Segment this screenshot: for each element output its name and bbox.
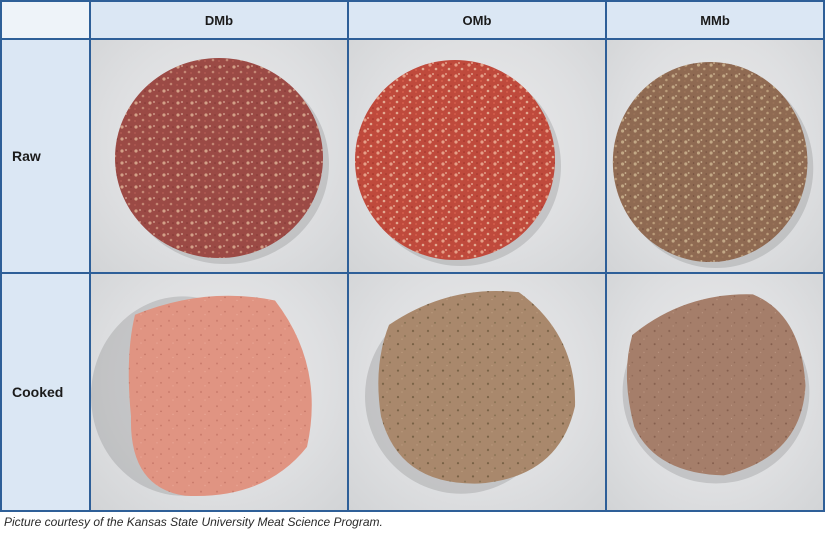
row-header-raw: Raw [2,38,89,272]
table-corner [2,2,89,38]
raw-patty-dmb-image [115,58,329,264]
photo-credit-caption: Picture courtesy of the Kansas State Uni… [4,515,383,529]
photo-raw-dmb [89,38,347,272]
raw-patty-mmb-image [612,62,814,268]
column-header-dmb: DMb [89,2,347,38]
photo-cooked-dmb [89,272,347,510]
cooked-patty-omb-image [365,290,576,494]
photo-cooked-omb [347,272,605,510]
photo-cooked-mmb [605,272,823,510]
column-header-omb: OMb [347,2,605,38]
photo-raw-mmb [605,38,823,272]
photo-raw-omb [347,38,605,272]
raw-patty-omb-image [355,60,561,266]
cooked-patty-mmb-image [622,294,810,484]
row-header-cooked: Cooked [2,272,89,510]
patty-comparison-table: DMb OMb MMb Raw [0,0,825,512]
cooked-patty-dmb-image [91,295,312,497]
column-header-mmb: MMb [605,2,823,38]
